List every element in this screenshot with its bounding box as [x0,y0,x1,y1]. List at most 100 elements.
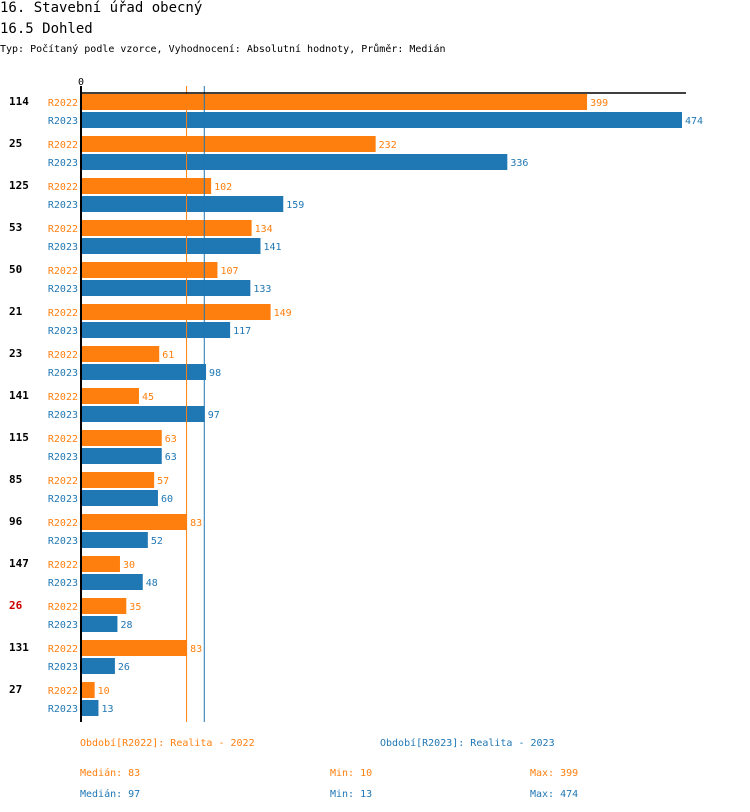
bar-r2022 [82,262,218,278]
data-label-r2023: 117 [233,326,251,337]
bar-r2023 [82,238,261,254]
series-label-r2022: R2022 [48,686,78,697]
series-label-r2023: R2023 [48,116,78,127]
category-label: 53 [9,221,22,234]
series-label-r2023: R2023 [48,200,78,211]
data-label-r2022: 107 [220,266,238,277]
bar-r2022 [82,556,120,572]
series-label-r2023: R2023 [48,410,78,421]
data-label-r2022: 61 [162,350,174,361]
data-label-r2023: 26 [118,662,130,673]
data-label-r2023: 48 [146,578,158,589]
bar-r2023 [82,280,251,296]
data-label-r2022: 35 [129,602,141,613]
data-label-r2023: 159 [286,200,304,211]
series-label-r2022: R2022 [48,392,78,403]
bar-r2023 [82,490,158,506]
stat-r2023-max: Max: 474 [530,789,579,800]
data-label-r2023: 28 [120,620,132,631]
data-label-r2023: 60 [161,494,173,505]
series-label-r2023: R2023 [48,158,78,169]
series-label-r2023: R2023 [48,494,78,505]
bar-r2022 [82,94,588,110]
stat-r2023-min: Min: 13 [330,789,373,800]
chart-subtitle: 16.5 Dohled [0,21,93,37]
data-label-r2022: 63 [165,434,177,445]
bar-r2023 [82,112,682,128]
series-label-r2023: R2023 [48,536,78,547]
data-label-r2022: 149 [274,308,292,319]
stat-r2023-median: Medián: 97 [80,789,141,800]
category-label: 85 [9,473,22,486]
category-label: 131 [9,641,29,654]
bar-r2022 [82,388,139,404]
category-label: 27 [9,683,22,696]
bar-r2023 [82,406,205,422]
series-label-r2023: R2023 [48,452,78,463]
category-label: 141 [9,389,29,402]
data-label-r2022: 45 [142,392,154,403]
bar-r2022 [82,430,162,446]
bar-r2023 [82,364,207,380]
bar-r2023 [82,196,284,212]
bar-r2022 [82,640,188,656]
category-label: 115 [9,431,29,444]
bar-r2022 [82,472,155,488]
bar-r2023 [82,700,99,716]
bar-r2023 [82,154,508,170]
data-label-r2023: 141 [263,242,281,253]
bar-r2022 [82,514,188,530]
series-label-r2022: R2022 [48,98,78,109]
bar-r2022 [82,346,160,362]
series-label-r2022: R2022 [48,350,78,361]
bar-r2022 [82,136,376,152]
series-label-r2023: R2023 [48,620,78,631]
category-label: 21 [9,305,23,318]
data-label-r2022: 10 [98,686,110,697]
data-label-r2023: 13 [101,704,113,715]
series-label-r2022: R2022 [48,308,78,319]
data-label-r2022: 83 [190,644,202,655]
series-label-r2023: R2023 [48,704,78,715]
series-label-r2022: R2022 [48,224,78,235]
data-label-r2022: 232 [379,140,397,151]
bar-r2023 [82,322,231,338]
data-label-r2023: 133 [253,284,271,295]
series-label-r2022: R2022 [48,518,78,529]
series-label-r2023: R2023 [48,662,78,673]
bar-r2023 [82,574,143,590]
category-label: 125 [9,179,29,192]
data-label-r2023: 97 [208,410,220,421]
bar-r2022 [82,304,271,320]
legend-r2023: Období[R2023]: Realita - 2023 [380,738,555,749]
legend-r2022: Období[R2022]: Realita - 2022 [80,738,255,749]
series-label-r2022: R2022 [48,182,78,193]
bar-r2023 [82,616,118,632]
category-label: 26 [9,599,23,612]
bar-r2022 [82,178,212,194]
category-label: 114 [9,95,29,108]
bar-r2023 [82,532,148,548]
category-label: 50 [9,263,22,276]
bar-r2022 [82,682,95,698]
chart-title: 16. Stavební úřad obecný [0,0,203,16]
series-label-r2022: R2022 [48,434,78,445]
series-label-r2022: R2022 [48,644,78,655]
stat-r2022-median: Medián: 83 [80,768,141,779]
series-label-r2022: R2022 [48,560,78,571]
bar-r2023 [82,448,162,464]
data-label-r2022: 399 [590,98,608,109]
stat-r2022-min: Min: 10 [330,768,373,779]
data-label-r2023: 474 [685,116,703,127]
data-label-r2022: 134 [255,224,273,235]
category-label: 25 [9,137,22,150]
data-label-r2022: 83 [190,518,202,529]
bar-r2022 [82,220,252,236]
series-label-r2023: R2023 [48,578,78,589]
series-label-r2023: R2023 [48,242,78,253]
chart-info: Typ: Počítaný podle vzorce, Vyhodnocení:… [0,44,446,55]
series-label-r2023: R2023 [48,284,78,295]
data-label-r2023: 336 [510,158,528,169]
series-label-r2022: R2022 [48,602,78,613]
